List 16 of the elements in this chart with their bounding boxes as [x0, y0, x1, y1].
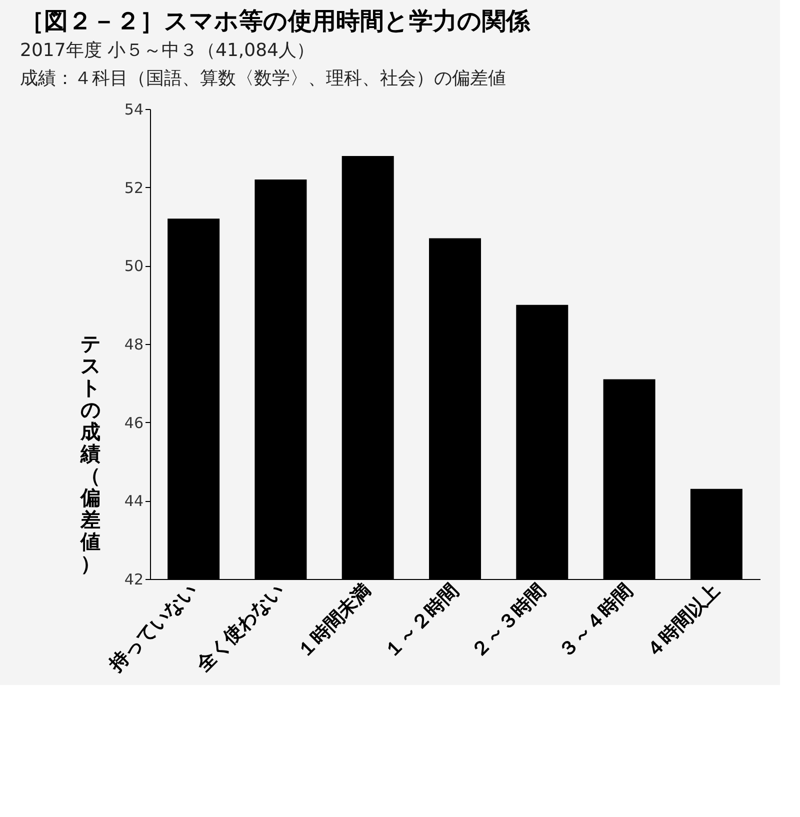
text: 成績：４科目（国語、算数〈数学〉、理科、社会）の偏差値: [20, 68, 506, 89]
y-tick-label: 46: [124, 414, 144, 432]
chart-subtitle: 2017年度 小５～中３（41,084人）: [20, 40, 315, 61]
y-tick-label: 52: [124, 178, 144, 197]
y-tick-label: 54: [124, 100, 144, 118]
x-tick-label: ４時間以上: [641, 580, 724, 662]
y-tick-label: 44: [124, 492, 144, 510]
y-tick-label: 48: [124, 336, 144, 354]
chart-title: ［図２－２］スマホ等の使用時間と学力の関係: [20, 7, 531, 35]
y-tick-label: 50: [124, 257, 144, 276]
y-tick-label: 42: [124, 570, 144, 588]
text: テストの成績（偏差値）: [80, 332, 100, 576]
x-tick-label: ３～４時間: [554, 580, 638, 662]
x-tick-label: ２～３時間: [467, 580, 550, 662]
x-tick-label: １～２時間: [380, 580, 463, 662]
x-tick-label: １時間未満: [292, 580, 376, 662]
